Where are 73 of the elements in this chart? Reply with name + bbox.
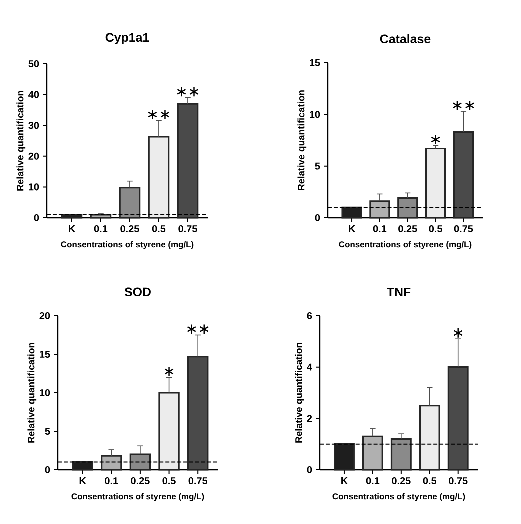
y-tick-label: 30 bbox=[28, 122, 40, 130]
x-tick-label: 0.1 bbox=[105, 478, 118, 485]
y-tick-label: 15 bbox=[310, 60, 320, 66]
x-tick-label: 0.25 bbox=[398, 226, 418, 233]
bar bbox=[370, 200, 390, 219]
y-tick-label: 40 bbox=[28, 91, 40, 98]
x-tick-label: 0.5 bbox=[429, 226, 442, 233]
x-tick-label: K bbox=[349, 225, 356, 232]
annotation: ∗∗ bbox=[177, 87, 199, 97]
x-tick-label: 0.1 bbox=[373, 226, 387, 233]
y-tick-label: 0 bbox=[307, 466, 312, 474]
annotation: ∗∗ bbox=[148, 110, 170, 120]
bar bbox=[398, 198, 418, 219]
x-tick-label: 0.25 bbox=[392, 478, 411, 485]
x-tick-label: 0.5 bbox=[162, 478, 176, 485]
x-tick-label: K bbox=[69, 225, 76, 232]
y-tick-label: 2 bbox=[307, 415, 312, 422]
x-tick-label: 0.5 bbox=[423, 478, 437, 485]
x-axis-title: Consentrations of styrene (mg/L) bbox=[61, 241, 194, 250]
annotation: ∗∗ bbox=[453, 101, 474, 110]
x-tick-label: 0.75 bbox=[449, 478, 468, 485]
y-tick-label: 10 bbox=[29, 184, 40, 191]
y-tick-label: 20 bbox=[40, 312, 50, 320]
x-axis-title: Consentrations of styrene (mg/L) bbox=[332, 493, 466, 502]
y-tick-label: 0 bbox=[315, 214, 320, 222]
chart-title: TNF bbox=[387, 288, 411, 297]
bar bbox=[334, 444, 355, 471]
y-tick-label: 50 bbox=[28, 60, 40, 68]
bar bbox=[390, 438, 412, 471]
x-tick-label: 0.25 bbox=[131, 478, 150, 485]
annotation: ∗ bbox=[454, 328, 463, 338]
y-tick-label: 0 bbox=[34, 214, 40, 222]
y-axis-title: Relative quantification bbox=[16, 91, 26, 191]
y-tick-label: 5 bbox=[315, 162, 320, 170]
x-tick-label: 0.1 bbox=[366, 478, 380, 485]
y-tick-label: 5 bbox=[45, 428, 50, 435]
x-tick-label: 0.75 bbox=[178, 226, 198, 233]
x-tick-label: 0.1 bbox=[94, 226, 108, 233]
bar bbox=[342, 206, 362, 219]
chart-title: SOD bbox=[124, 288, 151, 297]
chart-title: Catalase bbox=[380, 34, 431, 44]
x-axis-title: Consentrations of styrene (mg/L) bbox=[72, 493, 204, 502]
x-tick-label: K bbox=[342, 477, 348, 484]
x-tick-label: 0.5 bbox=[152, 226, 166, 233]
y-tick-label: 6 bbox=[307, 312, 312, 320]
bar bbox=[419, 405, 440, 471]
annotation: ∗ bbox=[431, 135, 440, 144]
x-axis-title: Consentrations of styrene (mg/L) bbox=[339, 241, 472, 250]
bar bbox=[362, 436, 384, 471]
y-axis-title: Relative quantification bbox=[28, 343, 37, 443]
y-tick-label: 0 bbox=[45, 466, 50, 474]
bar bbox=[158, 392, 180, 471]
chart-title: Cyp1a1 bbox=[106, 33, 150, 45]
bar bbox=[130, 454, 152, 471]
y-tick-label: 10 bbox=[310, 111, 320, 118]
y-tick-label: 10 bbox=[40, 389, 50, 397]
y-axis-title: Relative quantification bbox=[298, 90, 307, 190]
y-axis-title: Relative quantification bbox=[295, 343, 304, 443]
bar bbox=[426, 148, 446, 219]
x-tick-label: 0.25 bbox=[120, 226, 140, 233]
bar bbox=[148, 136, 170, 219]
y-tick-label: 20 bbox=[28, 152, 40, 160]
y-tick-label: 15 bbox=[40, 351, 50, 358]
x-tick-label: 0.75 bbox=[188, 478, 208, 485]
y-tick-label: 4 bbox=[307, 364, 312, 371]
x-tick-label: K bbox=[80, 477, 86, 484]
bar bbox=[72, 461, 94, 471]
annotation: ∗∗ bbox=[187, 324, 209, 334]
annotation: ∗ bbox=[164, 367, 174, 376]
bar bbox=[119, 187, 141, 219]
bar bbox=[61, 214, 83, 219]
bar bbox=[101, 455, 122, 471]
x-tick-label: 0.75 bbox=[454, 226, 474, 233]
